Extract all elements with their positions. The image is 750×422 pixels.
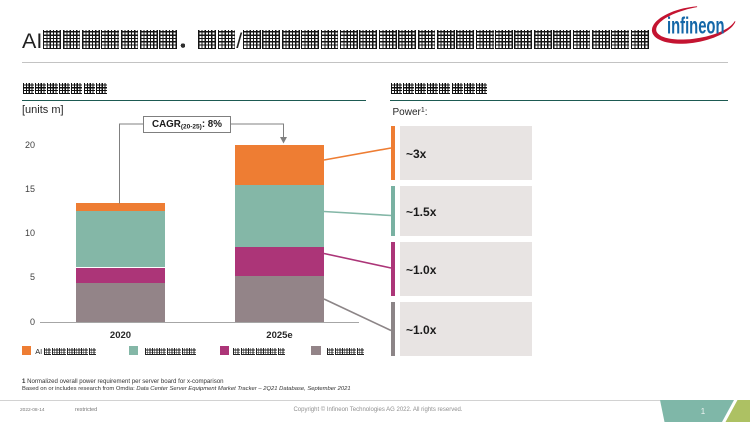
svg-text:infineon: infineon xyxy=(667,13,725,39)
svg-text:1: 1 xyxy=(701,407,706,416)
